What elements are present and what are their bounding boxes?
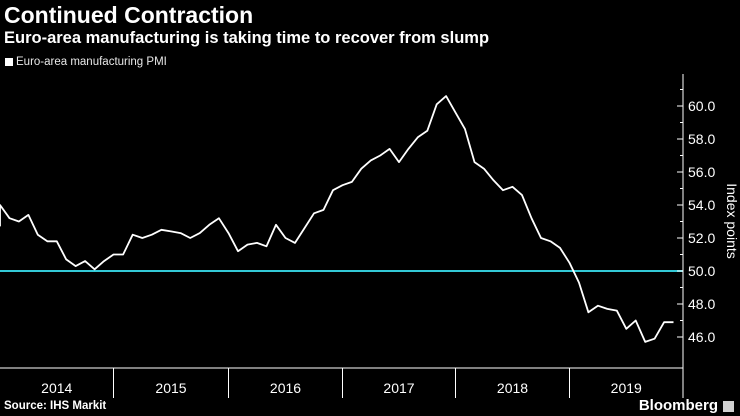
legend-label: Euro-area manufacturing PMI xyxy=(16,56,167,68)
x-tick-label: 2016 xyxy=(270,380,301,396)
y-tick-label: 58.0 xyxy=(688,131,715,147)
y-tick-label: 52.0 xyxy=(688,230,715,246)
x-tick-label: 2015 xyxy=(155,380,186,396)
chart-subtitle: Euro-area manufacturing is taking time t… xyxy=(4,29,490,47)
chart-legend: Euro-area manufacturing PMI xyxy=(5,56,167,68)
chart-title: Continued Contraction xyxy=(4,2,254,28)
x-tick-label: 2017 xyxy=(383,380,414,396)
y-tick-label: 48.0 xyxy=(688,296,715,312)
y-tick-label: 50.0 xyxy=(688,263,715,279)
x-tick-label: 2014 xyxy=(41,380,72,396)
y-tick-label: 46.0 xyxy=(688,329,715,345)
source-note: Source: IHS Markit xyxy=(4,400,107,412)
x-tick-label: 2018 xyxy=(497,380,528,396)
brand-logo-text: Bloomberg xyxy=(638,397,718,414)
x-tick-label: 2019 xyxy=(611,380,642,396)
bloomberg-icon xyxy=(723,401,734,412)
y-tick-label: 60.0 xyxy=(688,98,715,114)
y-tick-label: 56.0 xyxy=(688,164,715,180)
y-tick-label: 54.0 xyxy=(688,197,715,213)
legend-swatch xyxy=(5,58,13,66)
series-line-pmi xyxy=(0,95,674,343)
y-axis-title: Index points xyxy=(724,183,740,259)
